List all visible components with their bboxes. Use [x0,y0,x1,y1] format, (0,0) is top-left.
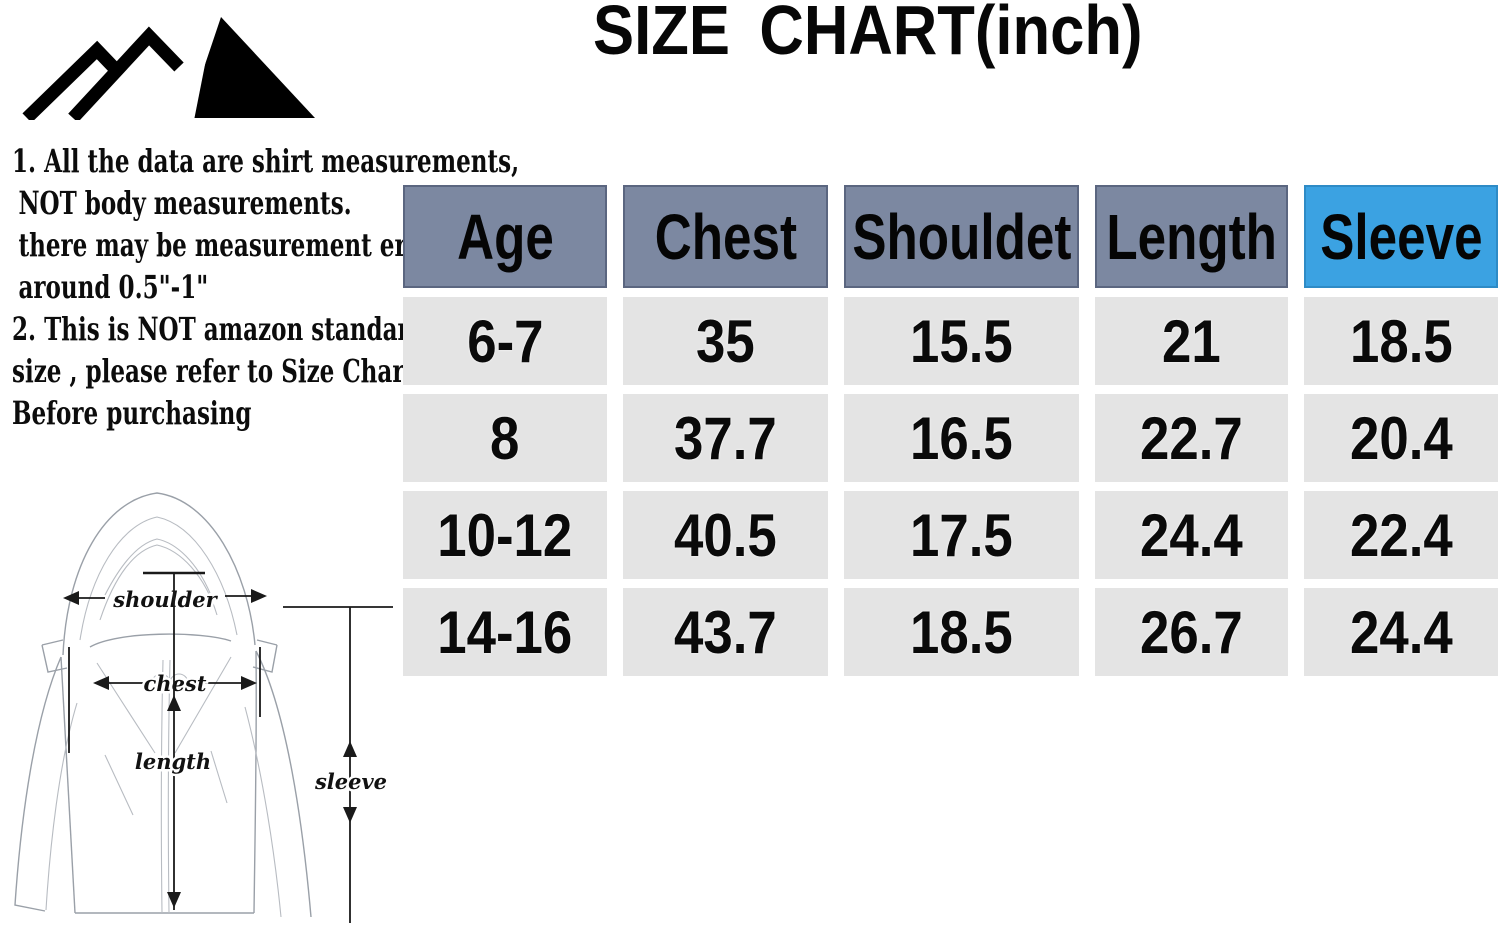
page-title: SIZE CHART(inch) [593,0,1143,69]
size-cell-sleeve: 24.4 [1304,588,1498,676]
note-line: there may be measurement error [18,226,447,264]
jacket-measurement-diagram: shoulder chest length sleeve [14,492,393,923]
note-line: around 0.5"-1" [18,268,209,306]
size-cell-age: 14-16 [403,588,607,676]
note-line: size , please refer to Size Chart [12,352,416,390]
size-cell-shoulder: 16.5 [844,394,1079,482]
sleeve-label: sleeve [314,769,387,794]
size-cell-length: 22.7 [1095,394,1288,482]
size-cell-shoulder: 17.5 [844,491,1079,579]
size-cell-age: 8 [403,394,607,482]
size-cell-chest: 40.5 [623,491,828,579]
shoulder-label: shoulder [112,587,218,612]
size-cell-age: 6-7 [403,297,607,385]
col-header-shoulder: Shouldet [844,185,1079,288]
mountain-logo [22,17,315,120]
col-header-sleeve: Sleeve [1304,185,1498,288]
size-cell-age: 10-12 [403,491,607,579]
size-cell-chest: 35 [623,297,828,385]
size-cell-length: 21 [1095,297,1288,385]
note-line: 1. All the data are shirt measurements, [12,142,520,180]
size-cell-shoulder: 15.5 [844,297,1079,385]
col-header-age: Age [403,185,607,288]
size-table: Age Chest Shouldet Length Sleeve 6-7 35 … [403,185,1498,676]
col-header-chest: Chest [623,185,828,288]
size-cell-sleeve: 20.4 [1304,394,1498,482]
size-cell-chest: 43.7 [623,588,828,676]
size-cell-sleeve: 22.4 [1304,491,1498,579]
size-cell-shoulder: 18.5 [844,588,1079,676]
size-cell-sleeve: 18.5 [1304,297,1498,385]
note-line: Before purchasing [12,394,252,432]
size-cell-chest: 37.7 [623,394,828,482]
size-cell-length: 24.4 [1095,491,1288,579]
notes-block: 1. All the data are shirt measurements, … [12,140,530,434]
note-line: 2. This is NOT amazon standard [12,310,426,348]
note-line: NOT body measurements. [18,184,352,222]
length-label: length [135,749,211,774]
size-cell-length: 26.7 [1095,588,1288,676]
chest-label: chest [144,671,207,696]
col-header-length: Length [1095,185,1288,288]
